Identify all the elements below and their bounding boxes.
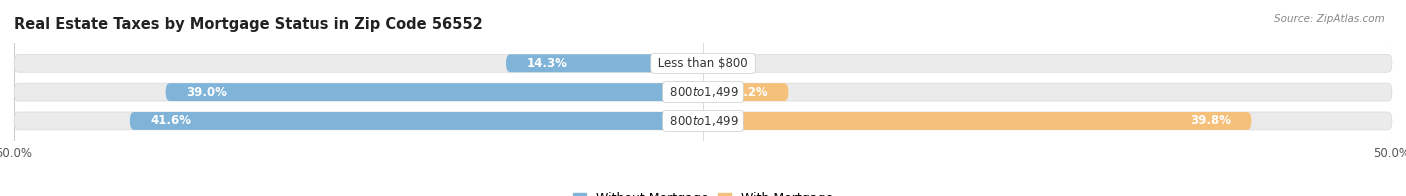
Text: Less than $800: Less than $800 <box>654 57 752 70</box>
Text: 14.3%: 14.3% <box>527 57 568 70</box>
FancyBboxPatch shape <box>703 112 1251 130</box>
Text: 39.0%: 39.0% <box>186 86 228 99</box>
Text: Real Estate Taxes by Mortgage Status in Zip Code 56552: Real Estate Taxes by Mortgage Status in … <box>14 17 482 32</box>
FancyBboxPatch shape <box>14 112 1392 130</box>
Text: $800 to $1,499: $800 to $1,499 <box>666 114 740 128</box>
FancyBboxPatch shape <box>14 54 1392 72</box>
Text: 6.2%: 6.2% <box>735 86 768 99</box>
Text: Source: ZipAtlas.com: Source: ZipAtlas.com <box>1274 14 1385 24</box>
Text: 39.8%: 39.8% <box>1189 114 1230 127</box>
Text: $800 to $1,499: $800 to $1,499 <box>666 85 740 99</box>
FancyBboxPatch shape <box>703 83 789 101</box>
Text: 41.6%: 41.6% <box>150 114 191 127</box>
FancyBboxPatch shape <box>506 54 703 72</box>
FancyBboxPatch shape <box>14 83 1392 101</box>
Text: 0.0%: 0.0% <box>717 57 747 70</box>
FancyBboxPatch shape <box>129 112 703 130</box>
FancyBboxPatch shape <box>166 83 703 101</box>
Legend: Without Mortgage, With Mortgage: Without Mortgage, With Mortgage <box>574 192 832 196</box>
